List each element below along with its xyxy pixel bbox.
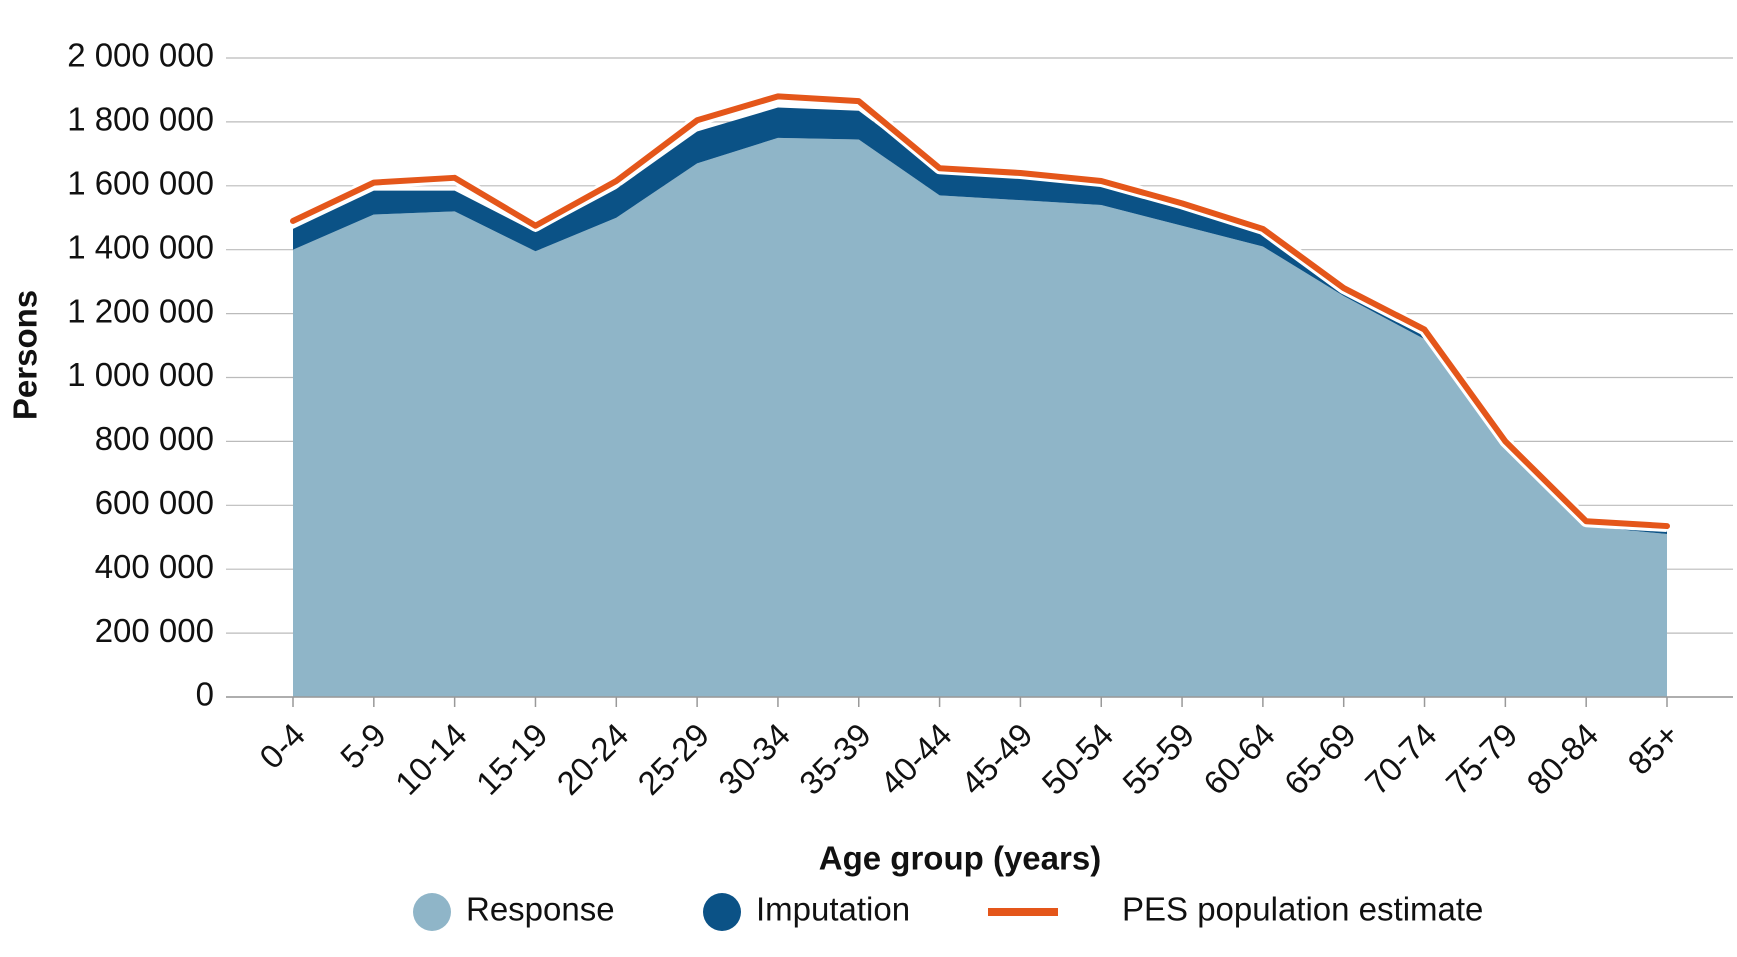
x-tick-label: 30-34	[711, 716, 797, 802]
legend-label: Response	[466, 891, 615, 928]
x-tick-label: 15-19	[469, 716, 555, 802]
x-tick-label: 45-49	[954, 716, 1040, 802]
x-tick-label: 5-9	[333, 716, 393, 776]
legend-marker	[703, 893, 741, 931]
legend-label: PES population estimate	[1122, 891, 1483, 928]
x-axis-label: Age group (years)	[819, 840, 1101, 877]
x-tick-label: 60-64	[1196, 716, 1282, 802]
y-tick-label: 1 800 000	[67, 101, 214, 138]
x-tick-label: 55-59	[1115, 716, 1201, 802]
y-tick-label: 600 000	[95, 484, 214, 521]
x-tick-label: 70-74	[1358, 716, 1444, 802]
area	[293, 107, 1667, 535]
x-tick-label: 25-29	[630, 716, 716, 802]
y-tick-label: 2 000 000	[67, 37, 214, 74]
y-tick-label: 1 600 000	[67, 165, 214, 202]
x-tick-label: 35-39	[792, 716, 878, 802]
legend-label: Imputation	[756, 891, 910, 928]
y-tick-label: 400 000	[95, 548, 214, 585]
x-tick-label: 20-24	[550, 716, 636, 802]
legend-marker	[413, 893, 451, 931]
x-tick-label: 40-44	[873, 716, 959, 802]
x-tick-label: 85+	[1620, 716, 1686, 782]
x-tick-label: 75-79	[1439, 716, 1525, 802]
x-tick-label: 65-69	[1277, 716, 1363, 802]
x-tick-label: 10-14	[388, 716, 474, 802]
line	[290, 93, 1670, 530]
x-tick-label: 0-4	[252, 716, 312, 776]
y-axis-label: Persons	[7, 290, 44, 420]
y-tick-label: 0	[196, 676, 214, 713]
area	[293, 137, 1667, 697]
y-tick-label: 1 000 000	[67, 356, 214, 393]
x-tick-label: 50-54	[1035, 716, 1121, 802]
y-tick-label: 1 200 000	[67, 292, 214, 329]
y-tick-label: 200 000	[95, 612, 214, 649]
y-tick-label: 1 400 000	[67, 228, 214, 265]
x-tick-label: 80-84	[1519, 716, 1605, 802]
y-tick-label: 800 000	[95, 420, 214, 457]
